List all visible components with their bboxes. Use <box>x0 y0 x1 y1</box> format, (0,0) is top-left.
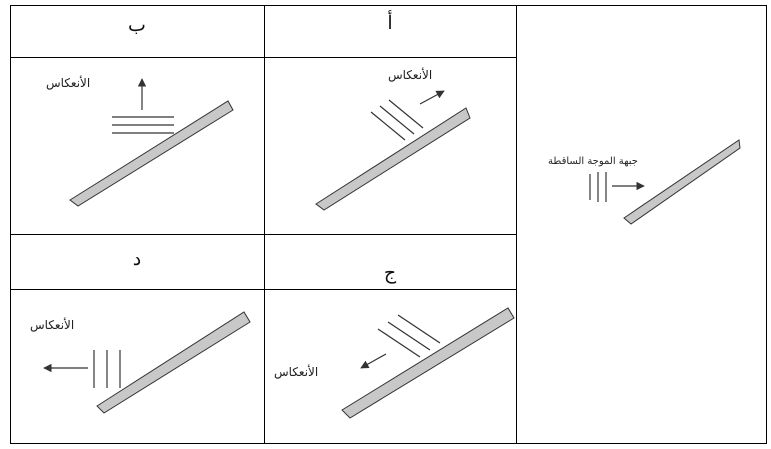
reflecting-surface <box>623 139 741 225</box>
reflection-arrow <box>419 90 445 105</box>
reflecting-surface <box>315 107 471 211</box>
reflecting-surface <box>69 100 234 207</box>
option-b-header: ب <box>128 14 146 36</box>
reflecting-surface <box>341 307 515 419</box>
option-c-header: ج <box>383 262 397 284</box>
option-b-reflection-label: الأنعكاس <box>46 76 91 90</box>
option-a-header: أ <box>387 12 393 34</box>
option-c-diagram <box>341 307 515 419</box>
reflecting-surface <box>96 311 251 414</box>
option-d-reflection-label: الأنعكاس <box>30 318 75 332</box>
option-a-diagram <box>315 90 471 211</box>
option-c-reflection-label: الأنعكاس <box>274 365 319 379</box>
incident-wavefront-label: جبهة الموجة الساقطة <box>548 156 638 167</box>
option-a-reflection-label: الأنعكاس <box>388 68 433 82</box>
option-b-diagram <box>69 78 234 207</box>
table-borders <box>10 5 767 444</box>
option-d-header: د <box>132 248 142 270</box>
reflection-arrow <box>360 353 387 369</box>
option-d-diagram <box>43 311 251 414</box>
incident-diagram <box>589 139 741 225</box>
